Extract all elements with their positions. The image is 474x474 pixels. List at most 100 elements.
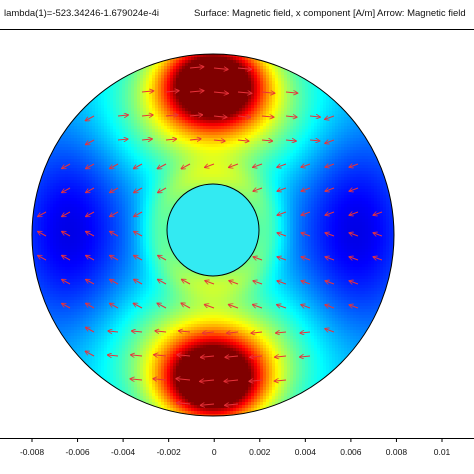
field-cell [269, 87, 273, 91]
field-cell [185, 75, 189, 79]
field-cell [248, 111, 252, 115]
field-cell [230, 81, 234, 85]
field-cell [317, 96, 321, 100]
field-cell [122, 84, 126, 88]
field-cell [239, 102, 243, 106]
field-cell [254, 111, 258, 115]
field-cell [368, 138, 372, 142]
field-cell [278, 105, 282, 109]
field-cell [176, 81, 180, 85]
field-cell [215, 99, 219, 103]
field-cell [215, 54, 219, 58]
field-cell [323, 99, 327, 103]
field-cell [110, 105, 114, 109]
field-cell [260, 66, 264, 70]
field-cell [317, 87, 321, 91]
field-cell [281, 90, 285, 94]
field-cell [284, 69, 288, 73]
field-cell [101, 105, 105, 109]
field-cell [203, 84, 207, 88]
field-cell [182, 102, 186, 106]
field-cell [191, 81, 195, 85]
field-cell [215, 81, 219, 85]
field-cell [41, 165, 45, 169]
field-cell [170, 60, 174, 64]
field-cell [302, 87, 306, 91]
field-cell [221, 63, 225, 67]
field-cell [131, 75, 135, 79]
field-cell [206, 96, 210, 100]
field-cell [230, 99, 234, 103]
field-cell [278, 93, 282, 97]
field-cell [344, 111, 348, 115]
field-cell [206, 81, 210, 85]
field-cell [323, 102, 327, 106]
field-cell [275, 84, 279, 88]
field-cell [158, 108, 162, 112]
field-cell [221, 99, 225, 103]
field-cell [257, 108, 261, 112]
field-cell [200, 96, 204, 100]
field-cell [101, 108, 105, 112]
field-cell [257, 102, 261, 106]
field-cell [218, 105, 222, 109]
field-cell [185, 78, 189, 82]
field-cell [104, 102, 108, 106]
field-cell [161, 75, 165, 79]
field-cell [209, 69, 213, 73]
field-cell [287, 87, 291, 91]
field-cell [128, 84, 132, 88]
field-cell [320, 108, 324, 112]
field-cell [155, 87, 159, 91]
field-cell [131, 102, 135, 106]
field-cell [293, 78, 297, 82]
field-cell [116, 90, 120, 94]
field-cell [302, 81, 306, 85]
field-cell [257, 81, 261, 85]
field-cell [149, 102, 153, 106]
field-cell [179, 66, 183, 70]
field-cell [98, 114, 102, 118]
eigenvalue-label: lambda(1)=-523.34246-1.679024e-4i [4, 8, 160, 19]
field-cell [323, 93, 327, 97]
field-cell [209, 78, 213, 82]
field-cell [209, 75, 213, 79]
field-cell [290, 105, 294, 109]
field-cell [227, 105, 231, 109]
field-cell [176, 78, 180, 82]
field-cell [281, 114, 285, 118]
field-cell [287, 102, 291, 106]
field-cell [221, 108, 225, 112]
field-cell [242, 84, 246, 88]
field-cell [239, 108, 243, 112]
field-cell [278, 102, 282, 106]
field-cell [218, 93, 222, 97]
field-cell [173, 84, 177, 88]
field-cell [278, 111, 282, 115]
field-cell [191, 105, 195, 109]
field-cell [260, 93, 264, 97]
field-cell [107, 93, 111, 97]
field-cell [209, 66, 213, 70]
field-cell [296, 99, 300, 103]
field-cell [281, 78, 285, 82]
field-cell [338, 105, 342, 109]
field-cell [302, 93, 306, 97]
field-cell [281, 93, 285, 97]
x-axis-line [0, 438, 474, 439]
field-cell [302, 78, 306, 82]
field-cell [155, 102, 159, 106]
field-cell [290, 99, 294, 103]
field-cell [197, 105, 201, 109]
field-cell [296, 96, 300, 100]
field-cell [218, 60, 222, 64]
field-cell [239, 75, 243, 79]
field-cell [290, 108, 294, 112]
field-cell [314, 90, 318, 94]
field-cell [185, 90, 189, 94]
field-cell [212, 69, 216, 73]
field-cell [227, 87, 231, 91]
field-cell [236, 84, 240, 88]
field-cell [251, 75, 255, 79]
field-cell [269, 102, 273, 106]
